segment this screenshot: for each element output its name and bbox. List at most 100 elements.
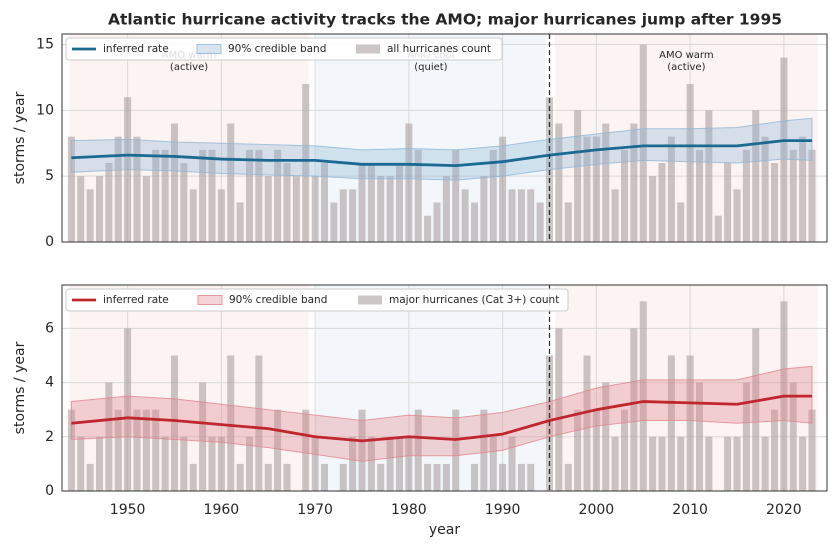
bar [733,189,741,242]
bar [77,436,85,491]
bar [770,163,779,242]
bar [302,84,310,242]
bar [358,409,366,491]
legend-swatch [358,295,382,305]
bar [789,382,797,491]
x-tick-label: 1980 [391,502,427,518]
bar [667,355,675,491]
bar [752,328,760,491]
bar [405,123,413,242]
bar [339,189,347,242]
bar [217,436,225,491]
bar [405,436,413,491]
bar [489,436,497,491]
bar [395,436,404,491]
bar [808,149,816,242]
legend-swatch [356,44,380,54]
bar [724,163,732,242]
bar [105,382,113,491]
credible-band [70,117,813,181]
bar [611,436,619,491]
bar [527,189,535,242]
bar [742,382,750,491]
bar [395,163,404,242]
x-tick-label: 2000 [579,502,615,518]
bar [67,136,75,242]
bar [499,463,507,491]
legend-label: 90% credible band [228,43,326,55]
bar [274,409,282,491]
bar [152,149,160,242]
legend-label: major hurricanes (Cat 3+) count [389,294,559,306]
bar [480,176,488,242]
y-tick-label: 15 [36,37,54,53]
bar [517,463,525,491]
bar [649,176,657,242]
bar [574,409,582,491]
bar [255,149,263,242]
bar [264,463,272,491]
bar [649,436,657,491]
y-tick-label: 4 [45,375,54,391]
y-tick-label: 5 [45,168,54,184]
bar [639,44,647,242]
y-tick-label: 2 [45,429,54,445]
bar [142,176,150,242]
bar [789,149,797,242]
bar [386,176,394,242]
bar [808,409,816,491]
region-label: AMO warm [659,50,714,61]
bar [499,136,507,242]
bar [630,328,638,491]
bar [95,436,104,491]
bar [658,163,666,242]
axes-frame [61,284,828,492]
bar [161,149,169,242]
bar [527,463,535,491]
bar [564,202,572,242]
bar [142,409,150,491]
figure-title: Atlantic hurricane activity tracks the A… [108,11,782,29]
x-tick-label: 1960 [204,502,240,518]
bar [583,136,591,242]
bar [424,215,432,242]
bar [677,436,685,491]
bar [442,463,450,491]
bar [292,176,300,242]
bar [283,463,291,491]
bar [124,328,132,491]
region-label: (active) [170,62,208,73]
legend-label: all hurricanes count [387,43,491,55]
bar [508,189,516,242]
bar [152,409,160,491]
bar [761,436,769,491]
bar [105,163,113,242]
bar [799,136,807,242]
bar [208,436,216,491]
bar [517,189,525,242]
bar [508,436,516,491]
bar [414,149,422,242]
bar [199,382,207,491]
bar [733,436,741,491]
bar [255,355,263,491]
bar [695,149,704,242]
bar [349,189,357,242]
bar [752,110,760,242]
y-tick-label: 0 [45,483,54,499]
bar [630,123,638,242]
bar [714,215,722,242]
credible-band [70,365,813,462]
bar [770,409,779,491]
x-axis-label: year [429,522,460,538]
x-tick-label: 2020 [766,502,802,518]
bar [367,436,375,491]
bar [386,436,394,491]
bar [686,355,694,491]
bar [592,409,600,491]
bar [583,355,591,491]
bar [686,84,694,242]
bar [799,436,807,491]
bar [133,409,141,491]
